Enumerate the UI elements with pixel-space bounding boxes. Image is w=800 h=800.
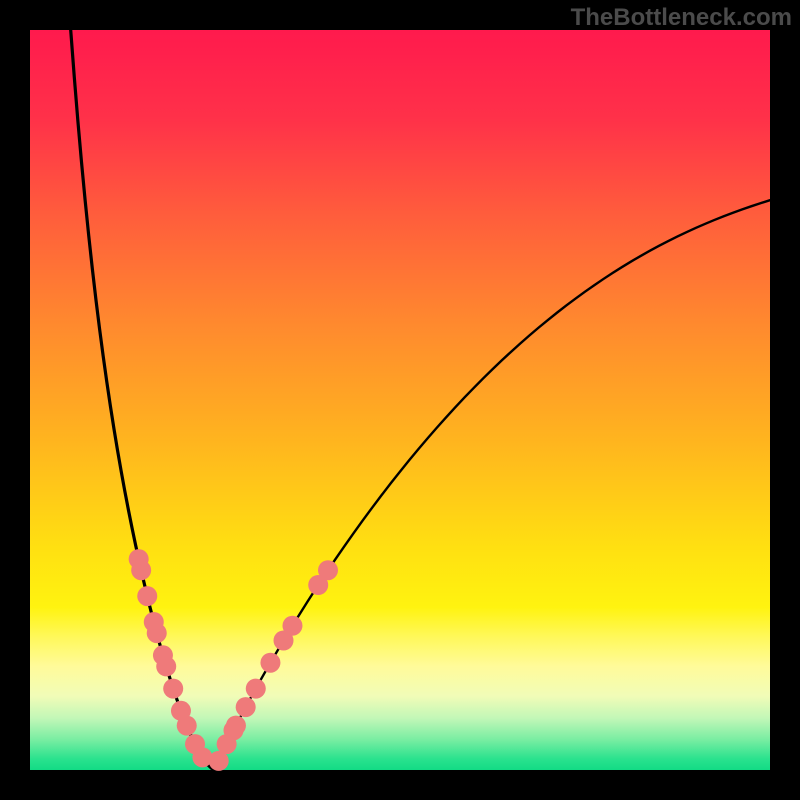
bottleneck-curve-chart bbox=[0, 0, 800, 800]
chart-frame: TheBottleneck.com bbox=[0, 0, 800, 800]
data-marker bbox=[260, 653, 280, 673]
data-marker bbox=[137, 586, 157, 606]
data-marker bbox=[153, 645, 173, 665]
data-marker bbox=[171, 701, 191, 721]
data-marker bbox=[129, 549, 149, 569]
data-marker bbox=[282, 616, 302, 636]
data-marker bbox=[236, 697, 256, 717]
watermark-text: TheBottleneck.com bbox=[571, 4, 792, 32]
data-marker bbox=[144, 612, 164, 632]
data-marker bbox=[224, 720, 244, 740]
data-marker bbox=[318, 560, 338, 580]
data-marker bbox=[163, 679, 183, 699]
data-marker bbox=[209, 751, 229, 771]
data-marker bbox=[246, 679, 266, 699]
